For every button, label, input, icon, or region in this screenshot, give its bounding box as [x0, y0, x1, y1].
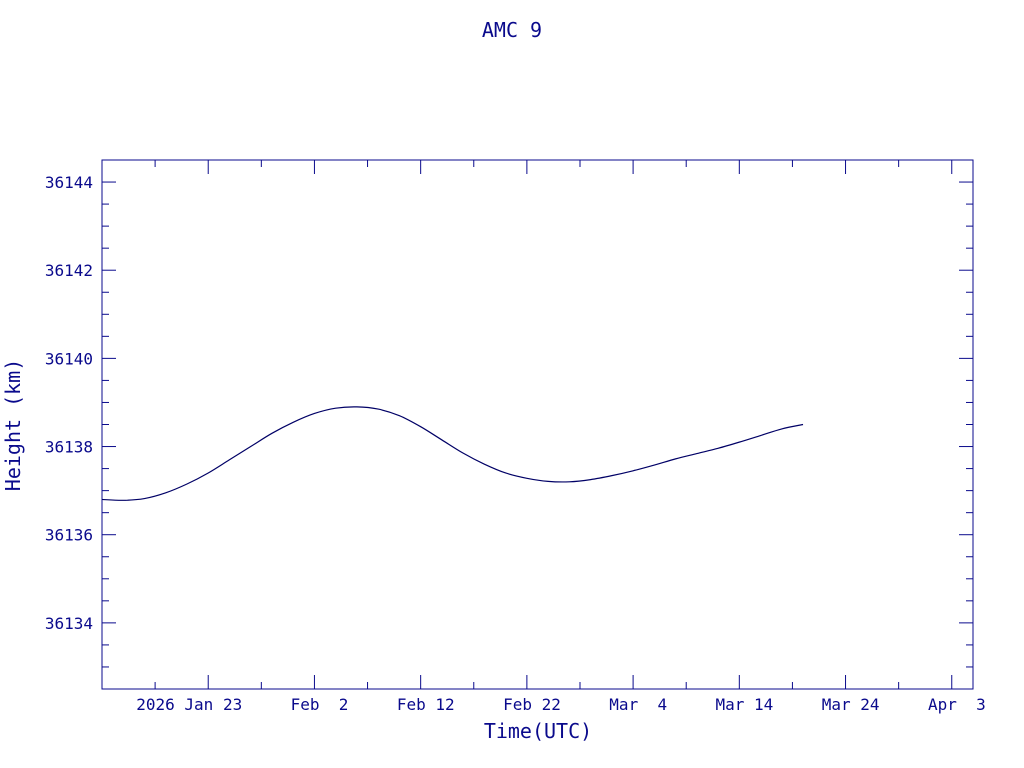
- plot-frame: [101, 159, 974, 690]
- y-axis-label: Height (km): [1, 359, 25, 491]
- chart-title: AMC 9: [482, 18, 542, 42]
- x-tick-labels: 2026 Jan 23 Feb 2 Feb 12 Feb 22 Mar 4 Mar 14 M…: [136, 695, 986, 714]
- series-line: [101, 406, 804, 501]
- x-tick-label: Feb 2: [291, 695, 349, 714]
- y-tick-label: 36142: [45, 261, 93, 280]
- y-tick-label: 36144: [45, 173, 93, 192]
- x-tick-label: Apr 3: [928, 695, 986, 714]
- x-tick-label: Feb 12: [397, 695, 455, 714]
- x-tick-label: 2026 Jan 23: [136, 695, 242, 714]
- tick-marks: [101, 159, 973, 690]
- y-tick-label: 36140: [45, 349, 93, 368]
- x-tick-label: Mar 4: [609, 695, 667, 714]
- y-tick-label: 36138: [45, 438, 93, 457]
- x-tick-label: Feb 22: [503, 695, 561, 714]
- x-tick-label: Mar 24: [822, 695, 880, 714]
- y-tick-label: 36136: [45, 526, 93, 545]
- x-axis-label: Time(UTC): [484, 719, 592, 743]
- y-tick-label: 36134: [45, 614, 93, 633]
- x-tick-label: Mar 14: [716, 695, 774, 714]
- y-tick-labels: 36134 36136 36138 36140 36142 36144: [45, 173, 93, 633]
